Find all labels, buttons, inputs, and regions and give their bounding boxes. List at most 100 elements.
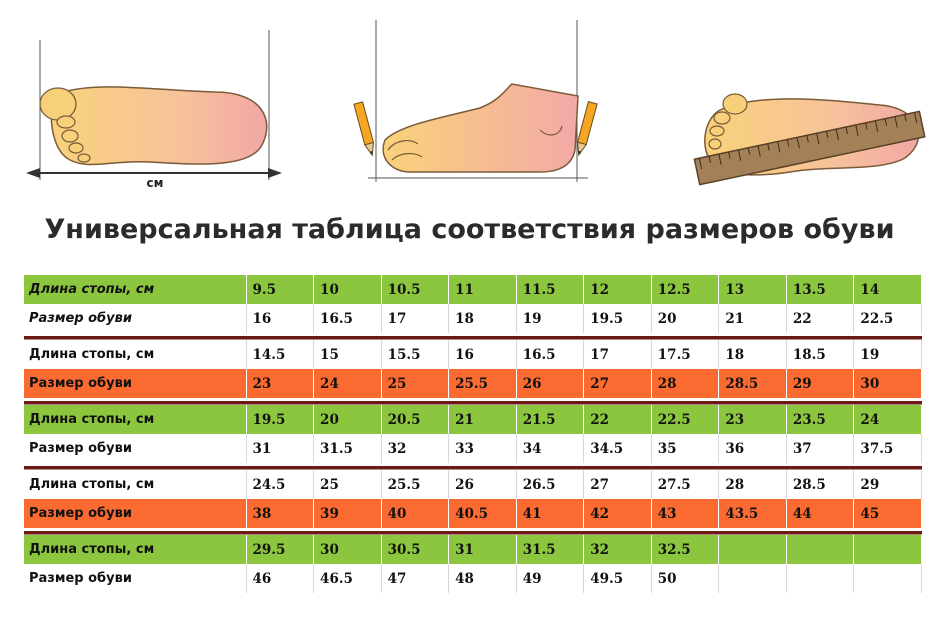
foot-length-cell: 31.5 — [516, 535, 585, 564]
shoe-size-cell: 18 — [448, 304, 517, 333]
foot-length-cell: 22 — [583, 405, 652, 434]
foot-length-cell: 16 — [448, 340, 517, 369]
shoe-size-cell: 27 — [583, 369, 652, 398]
shoe-size-cell: 50 — [651, 564, 720, 593]
shoe-size-cell: 46.5 — [313, 564, 382, 593]
shoe-size-row: Размер обуви 46 46.5 47 48 49 49.5 50 — [24, 564, 922, 593]
foot-measurement-illustrations: см — [26, 20, 926, 190]
shoe-size-cell: 34 — [516, 434, 585, 463]
shoe-size-cell: 49 — [516, 564, 585, 593]
foot-length-cell: 19.5 — [246, 405, 315, 434]
shoe-size-label: Размер обуви — [24, 564, 247, 593]
foot-length-label: Длина стопы, см — [24, 340, 247, 369]
shoe-size-row: Размер обуви 16 16.5 17 18 19 19.5 20 21 22 22.5 — [24, 304, 922, 333]
block-separator — [24, 463, 922, 470]
shoe-size-cell: 39 — [313, 499, 382, 528]
foot-length-cell: 30.5 — [381, 535, 450, 564]
foot-length-cell: 32 — [583, 535, 652, 564]
shoe-size-cell: 41 — [516, 499, 585, 528]
shoe-size-label: Размер обуви — [24, 499, 247, 528]
measure-unit-label: см — [147, 176, 164, 190]
foot-length-cell — [786, 535, 855, 564]
foot-length-cell: 10.5 — [381, 275, 450, 304]
shoe-size-cell: 40 — [381, 499, 450, 528]
shoe-size-cell: 44 — [786, 499, 855, 528]
separator-cell — [24, 463, 922, 470]
shoe-size-cell: 37.5 — [853, 434, 922, 463]
foot-length-cell: 27.5 — [651, 470, 720, 499]
shoe-size-cell: 43 — [651, 499, 720, 528]
separator-line — [24, 335, 922, 340]
foot-ruler-icon — [693, 93, 926, 186]
foot-length-cell: 19 — [853, 340, 922, 369]
foot-length-cell: 25.5 — [381, 470, 450, 499]
block-separator — [24, 528, 922, 535]
shoe-size-cell: 32 — [381, 434, 450, 463]
foot-length-cell: 17.5 — [651, 340, 720, 369]
foot-length-cell: 25 — [313, 470, 382, 499]
foot-length-cell: 15.5 — [381, 340, 450, 369]
foot-length-cell: 12 — [583, 275, 652, 304]
foot-length-cell: 11 — [448, 275, 517, 304]
foot-length-cell: 16.5 — [516, 340, 585, 369]
shoe-size-cell: 25.5 — [448, 369, 517, 398]
foot-length-label: Длина стопы, см — [24, 275, 247, 304]
shoe-size-cell: 19 — [516, 304, 585, 333]
size-table-wrapper: Длина стопы, см 9.5 10 10.5 11 11.5 12 12.5 13 13… — [24, 275, 922, 593]
foot-length-cell: 27 — [583, 470, 652, 499]
foot-sole-measure-icon: см — [26, 30, 282, 190]
foot-length-row: Длина стопы, см 24.5 25 25.5 26 26.5 27 27.5 28 2… — [24, 470, 922, 499]
page-title: Универсальная таблица соответствия разме… — [44, 214, 895, 245]
separator-line — [24, 400, 922, 405]
shoe-size-row: Размер обуви 38 39 40 40.5 41 42 43 43.5 44 45 — [24, 499, 922, 528]
foot-length-cell: 21 — [448, 405, 517, 434]
foot-length-cell: 20 — [313, 405, 382, 434]
shoe-size-row: Размер обуви 23 24 25 25.5 26 27 28 28.5 29 30 — [24, 369, 922, 398]
foot-length-cell: 31 — [448, 535, 517, 564]
shoe-size-label: Размер обуви — [24, 369, 247, 398]
foot-length-label: Длина стопы, см — [24, 405, 247, 434]
block-separator — [24, 333, 922, 340]
shoe-size-label: Размер обуви — [24, 434, 247, 463]
separator-cell — [24, 528, 922, 535]
shoe-size-cell: 30 — [853, 369, 922, 398]
foot-length-row: Длина стопы, см 9.5 10 10.5 11 11.5 12 12.5 13 13… — [24, 275, 922, 304]
foot-length-cell: 18.5 — [786, 340, 855, 369]
foot-side-pencils-icon — [353, 20, 598, 182]
shoe-size-cell: 17 — [381, 304, 450, 333]
shoe-size-cell: 21 — [718, 304, 787, 333]
separator-cell — [24, 333, 922, 340]
shoe-size-cell: 43.5 — [718, 499, 787, 528]
foot-length-cell: 12.5 — [651, 275, 720, 304]
foot-length-cell: 23.5 — [786, 405, 855, 434]
foot-length-cell: 28.5 — [786, 470, 855, 499]
separator-cell — [24, 398, 922, 405]
foot-length-cell: 13 — [718, 275, 787, 304]
shoe-size-cell: 20 — [651, 304, 720, 333]
shoe-size-cell: 42 — [583, 499, 652, 528]
foot-length-cell: 9.5 — [246, 275, 315, 304]
foot-length-row: Длина стопы, см 19.5 20 20.5 21 21.5 22 22.5 23 2… — [24, 405, 922, 434]
foot-length-cell: 29 — [853, 470, 922, 499]
shoe-size-cell — [718, 564, 787, 593]
foot-length-cell — [853, 535, 922, 564]
separator-line — [24, 465, 922, 470]
shoe-size-cell — [786, 564, 855, 593]
shoe-size-row: Размер обуви 31 31.5 32 33 34 34.5 35 36 37 37.5 — [24, 434, 922, 463]
foot-length-cell: 26.5 — [516, 470, 585, 499]
foot-length-cell: 13.5 — [786, 275, 855, 304]
foot-length-cell: 23 — [718, 405, 787, 434]
foot-length-cell: 30 — [313, 535, 382, 564]
foot-length-cell: 24.5 — [246, 470, 315, 499]
shoe-size-cell: 31 — [246, 434, 315, 463]
foot-length-row: Длина стопы, см 14.5 15 15.5 16 16.5 17 17.5 18 1… — [24, 340, 922, 369]
foot-length-cell: 11.5 — [516, 275, 585, 304]
shoe-size-label: Размер обуви — [24, 304, 247, 333]
foot-length-cell: 29.5 — [246, 535, 315, 564]
shoe-size-cell: 25 — [381, 369, 450, 398]
shoe-size-cell: 49.5 — [583, 564, 652, 593]
shoe-size-cell: 24 — [313, 369, 382, 398]
shoe-size-cell: 31.5 — [313, 434, 382, 463]
shoe-size-cell: 35 — [651, 434, 720, 463]
shoe-size-cell: 23 — [246, 369, 315, 398]
